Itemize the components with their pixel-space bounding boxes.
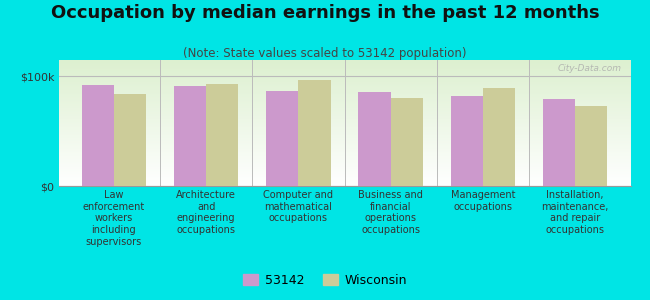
Text: Occupation by median earnings in the past 12 months: Occupation by median earnings in the pas… — [51, 4, 599, 22]
Text: City-Data.com: City-Data.com — [558, 64, 622, 73]
Bar — [174, 86, 206, 186]
Bar — [81, 85, 114, 186]
Bar — [391, 98, 423, 186]
Bar — [206, 84, 239, 186]
Bar — [543, 99, 575, 186]
Bar — [358, 92, 391, 186]
Bar — [266, 91, 298, 186]
Bar — [298, 80, 331, 186]
Text: (Note: State values scaled to 53142 population): (Note: State values scaled to 53142 popu… — [183, 46, 467, 59]
Bar — [114, 94, 146, 186]
Bar — [483, 88, 515, 186]
Bar — [575, 106, 608, 186]
Legend: 53142, Wisconsin: 53142, Wisconsin — [240, 270, 410, 291]
Bar — [450, 96, 483, 186]
